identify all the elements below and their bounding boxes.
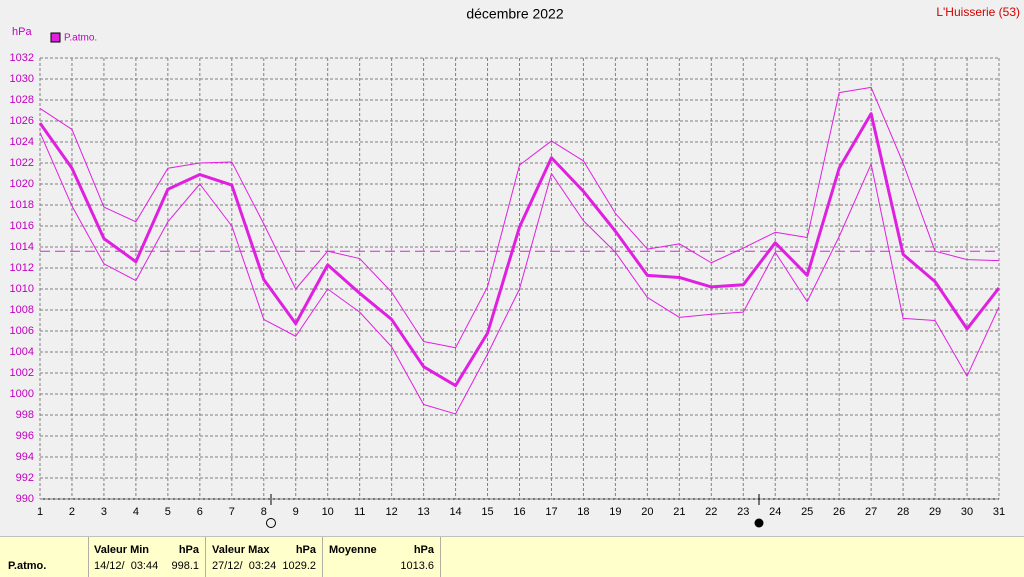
x-tick-label: 7 <box>229 506 235 518</box>
y-tick-label: 1010 <box>10 283 34 295</box>
date: 14/12/ 03:44 <box>94 560 159 572</box>
unit: hPa <box>295 544 316 556</box>
x-tick-label: 20 <box>641 506 653 518</box>
x-tick-label: 23 <box>737 506 749 518</box>
stats-cell: Valeur Min hPa 14/12/ 03:44 998.1 <box>88 537 206 577</box>
y-tick-label: 1002 <box>10 367 34 379</box>
stats-panel: P.atmo. Valeur Min hPa 14/12/ 03:44 998.… <box>0 536 1024 577</box>
x-tick-label: 26 <box>833 506 845 518</box>
value: 998.1 <box>171 560 199 572</box>
header: Valeur Min <box>94 544 150 556</box>
header: Moyenne <box>329 544 377 556</box>
chart-title: décembre 2022 <box>466 6 564 22</box>
x-tick-label: 21 <box>673 506 685 518</box>
x-tick-label: 12 <box>386 506 398 518</box>
moon-icon <box>754 518 764 528</box>
x-tick-label: 22 <box>705 506 717 518</box>
x-tick-label: 2 <box>69 506 75 518</box>
y-tick-label: 1004 <box>10 346 34 358</box>
y-tick-label: 1028 <box>10 94 34 106</box>
moon-icon <box>266 518 276 528</box>
x-tick-label: 16 <box>513 506 525 518</box>
x-tick-label: 28 <box>897 506 909 518</box>
y-tick-label: 1030 <box>10 73 34 85</box>
y-tick-label: 990 <box>16 493 34 505</box>
value: 1029.2 <box>282 560 316 572</box>
x-tick-label: 31 <box>993 506 1005 518</box>
x-tick-label: 19 <box>609 506 621 518</box>
y-tick-label: 1018 <box>10 199 34 211</box>
stats-cell: Moyenne hPa 1013.6 <box>323 537 441 577</box>
x-tick-label: 4 <box>133 506 139 518</box>
y-tick-label: 998 <box>16 409 34 421</box>
x-tick-label: 14 <box>449 506 461 518</box>
date: 27/12/ 03:24 <box>212 560 277 572</box>
y-tick-label: 1008 <box>10 304 34 316</box>
series-line <box>38 112 1001 388</box>
value: 1013.6 <box>400 560 434 572</box>
x-tick-label: 11 <box>354 506 365 518</box>
y-tick-label: 996 <box>16 430 34 442</box>
x-tick-label: 15 <box>481 506 493 518</box>
series-line <box>39 132 1000 415</box>
y-tick-label: 1000 <box>10 388 34 400</box>
y-tick-label: 1022 <box>10 157 34 169</box>
series-line <box>39 86 1000 349</box>
y-tick-label: 1006 <box>10 325 34 337</box>
x-tick-label: 13 <box>417 506 429 518</box>
header: Valeur Max <box>212 544 270 556</box>
unit: hPa <box>413 544 434 556</box>
x-tick-label: 5 <box>165 506 171 518</box>
location: L'Huisserie (53) <box>936 5 1020 19</box>
y-tick-label: 1014 <box>10 241 34 253</box>
unit: hPa <box>178 544 199 556</box>
x-tick-label: 30 <box>961 506 973 518</box>
y-tick-label: 1016 <box>10 220 34 232</box>
legend-swatch <box>50 32 61 43</box>
y-tick-label: 1032 <box>10 52 34 64</box>
x-tick-label: 18 <box>577 506 589 518</box>
stats-cell: P.atmo. <box>0 537 89 577</box>
chart: décembre 2022 L'Huisserie (53) hPa P.atm… <box>10 5 1020 528</box>
stats-cell: Valeur Max hPa 27/12/ 03:24 1029.2 <box>206 537 323 577</box>
x-tick-label: 17 <box>545 506 557 518</box>
x-tick-label: 27 <box>865 506 877 518</box>
row-label: P.atmo. <box>8 560 47 572</box>
x-tick-label: 3 <box>101 506 107 518</box>
x-tick-label: 24 <box>769 506 781 518</box>
x-tick-label: 1 <box>37 506 43 518</box>
y-axis-label: hPa <box>12 26 32 38</box>
x-tick-label: 9 <box>293 506 299 518</box>
y-tick-label: 1026 <box>10 115 34 127</box>
y-tick-label: 1012 <box>10 262 34 274</box>
x-tick-label: 8 <box>261 506 267 518</box>
legend-label: P.atmo. <box>64 33 97 44</box>
y-tick-label: 1024 <box>10 136 34 148</box>
y-tick-label: 994 <box>16 451 34 463</box>
x-tick-label: 10 <box>322 506 334 518</box>
y-tick-label: 992 <box>16 472 34 484</box>
y-tick-label: 1020 <box>10 178 34 190</box>
x-tick-label: 6 <box>197 506 203 518</box>
x-tick-label: 25 <box>801 506 813 518</box>
x-tick-label: 29 <box>929 506 941 518</box>
